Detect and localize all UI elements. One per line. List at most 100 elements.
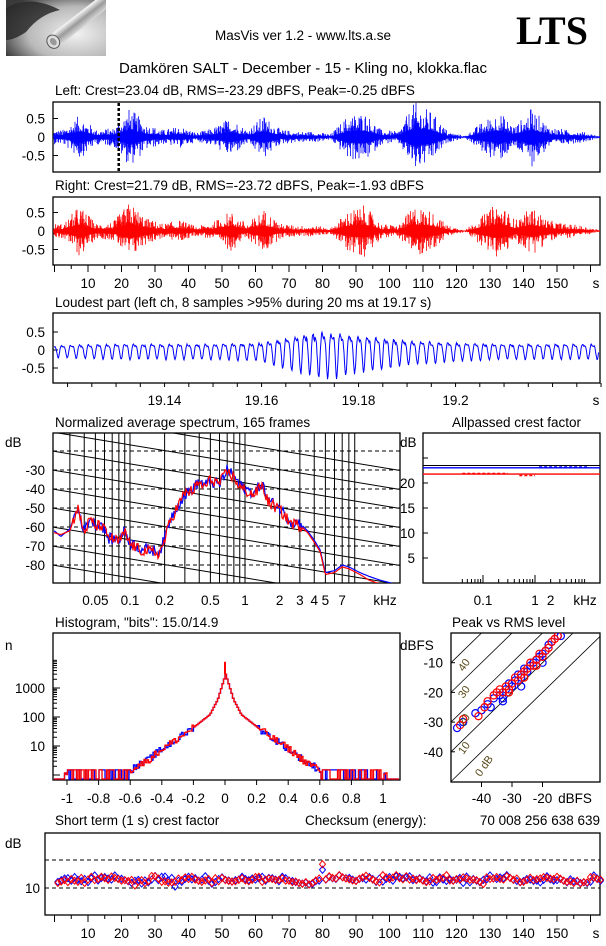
allpassed-ytick-label: 20 bbox=[400, 476, 415, 491]
right-crest-point bbox=[164, 878, 173, 887]
spectrum-xtick-label: 5 bbox=[322, 593, 330, 608]
right-peak-rms-point bbox=[532, 661, 541, 670]
loudest-part-panel bbox=[52, 312, 601, 384]
right-crest-point bbox=[429, 873, 437, 883]
right-crest-point bbox=[271, 875, 280, 885]
histogram-xtick-label: 0.8 bbox=[342, 791, 361, 806]
spectrum-slope-line bbox=[170, 433, 400, 471]
right-crest-point bbox=[516, 877, 524, 887]
right-crest-point bbox=[576, 879, 585, 888]
right-crest-point bbox=[137, 875, 146, 885]
short-crest-xtick-label: 80 bbox=[315, 926, 330, 941]
short-crest-xtick-label: 130 bbox=[479, 926, 502, 941]
right-crest-point bbox=[375, 878, 384, 887]
crest-reference-line bbox=[451, 635, 600, 782]
right-histogram-trace bbox=[54, 673, 399, 780]
right-crest-point bbox=[60, 875, 69, 885]
left-peak-rms-point bbox=[498, 697, 508, 706]
spectrum-slope-line bbox=[53, 507, 400, 566]
right-crest-point bbox=[278, 873, 286, 883]
right-crest-point bbox=[442, 870, 451, 880]
waveform-time-axis-label: 130 bbox=[479, 276, 502, 291]
histogram-xtick-label: -1 bbox=[61, 791, 73, 806]
waveform-time-axis-label: 10 bbox=[80, 276, 95, 291]
peak-rms-xlabel: dBFS bbox=[558, 791, 592, 806]
allpassed-title: Allpassed crest factor bbox=[452, 415, 582, 430]
waveform-time-axis-label: 30 bbox=[147, 276, 162, 291]
checksum-value: 70 008 256 638 639 bbox=[480, 813, 600, 828]
right-crest-point bbox=[529, 875, 538, 885]
right-peak-rms-point bbox=[459, 714, 468, 724]
right-crest-point bbox=[466, 875, 474, 885]
waveform-time-axis-label: 100 bbox=[378, 276, 401, 291]
waveform-time-axis-label: 90 bbox=[348, 276, 363, 291]
right-crest-point bbox=[325, 871, 333, 881]
short-crest-xtick-label: 120 bbox=[445, 926, 468, 941]
file-title: Damkören SALT - December - 15 - Kling no… bbox=[119, 60, 487, 77]
waveform-time-axis-label: 20 bbox=[114, 276, 129, 291]
right-crest-point bbox=[174, 874, 183, 883]
allpassed-panel bbox=[422, 432, 601, 584]
right-crest-point bbox=[362, 871, 370, 880]
waveform-time-axis-label: 50 bbox=[214, 276, 229, 291]
spectrum-slope-line bbox=[53, 564, 165, 583]
right-crest-point bbox=[318, 859, 327, 869]
right-peak-rms-point bbox=[474, 711, 483, 721]
right-crest-point bbox=[556, 874, 565, 884]
histogram-xtick-label: 0.2 bbox=[247, 791, 266, 806]
peak-rms-xtick-label: -30 bbox=[502, 791, 522, 806]
spectrum-ytick-label: -50 bbox=[25, 501, 45, 516]
crest-line-label: 10 bbox=[456, 740, 473, 757]
allpassed-ytick-label: 10 bbox=[400, 526, 415, 541]
allpassed-xtick-label: 1 bbox=[531, 593, 539, 608]
right-crest-point bbox=[482, 873, 491, 882]
spectrum-ytick-label: -80 bbox=[25, 558, 45, 573]
peak-rms-xtick-label: -20 bbox=[533, 791, 553, 806]
spectrum-xtick-label: 4 bbox=[310, 593, 318, 608]
right-crest-point bbox=[359, 873, 367, 882]
right-crest-point bbox=[382, 873, 390, 882]
right-crest-point bbox=[305, 880, 313, 889]
short-crest-title: Short term (1 s) crest factor bbox=[55, 813, 220, 828]
left-crest-point bbox=[596, 876, 605, 885]
short-crest-xtick-label: 150 bbox=[546, 926, 569, 941]
waveform-time-axis-label: 80 bbox=[315, 276, 330, 291]
right-crest-point bbox=[365, 873, 374, 883]
right-crest-point bbox=[526, 873, 534, 882]
right-crest-point bbox=[503, 871, 511, 881]
right-crest-point bbox=[506, 873, 514, 883]
waveform-time-axis-label: 60 bbox=[248, 276, 263, 291]
left-channel-stats: Left: Crest=23.04 dB, RMS=-23.29 dBFS, P… bbox=[55, 83, 415, 98]
peak-rms-xtick-label: -40 bbox=[472, 791, 492, 806]
spectrum-slope-line bbox=[53, 469, 400, 528]
right-crest-point bbox=[231, 877, 240, 886]
right-crest-point bbox=[412, 875, 420, 885]
right-crest-point bbox=[198, 877, 206, 887]
spectrum-xtick-label: 3 bbox=[296, 593, 304, 608]
right-waveform-ytick-label: 0.5 bbox=[26, 206, 45, 221]
loudest-part-trace bbox=[53, 330, 599, 380]
right-crest-point bbox=[201, 876, 209, 885]
spectrum-ytick-label: -30 bbox=[25, 463, 45, 478]
loudest-part-xtick-label: 19.18 bbox=[342, 393, 376, 408]
right-crest-point bbox=[117, 876, 126, 885]
histogram-title: Histogram, "bits": 15.0/14.9 bbox=[55, 615, 218, 630]
right-crest-point bbox=[379, 870, 387, 880]
spectrum-slope-line bbox=[53, 488, 400, 547]
short-crest-xtick-label: 100 bbox=[378, 926, 401, 941]
left-crest-point bbox=[365, 872, 374, 882]
histogram-xtick-label: -0.4 bbox=[150, 791, 174, 806]
right-crest-point bbox=[312, 876, 320, 885]
right-crest-point bbox=[134, 877, 142, 887]
right-crest-point bbox=[570, 878, 578, 888]
right-crest-point bbox=[258, 877, 266, 887]
waveform-time-axis-label: 140 bbox=[512, 276, 535, 291]
spectrum-slope-line bbox=[53, 450, 400, 509]
right-crest-point bbox=[101, 873, 109, 883]
right-peak-rms-point bbox=[483, 697, 492, 706]
spectrum-ytick-label: -70 bbox=[25, 539, 45, 554]
right-crest-point bbox=[315, 874, 323, 883]
spectrum-xtick-label: 0.1 bbox=[121, 593, 140, 608]
left-crest-point bbox=[395, 872, 404, 882]
right-crest-point bbox=[261, 875, 270, 884]
